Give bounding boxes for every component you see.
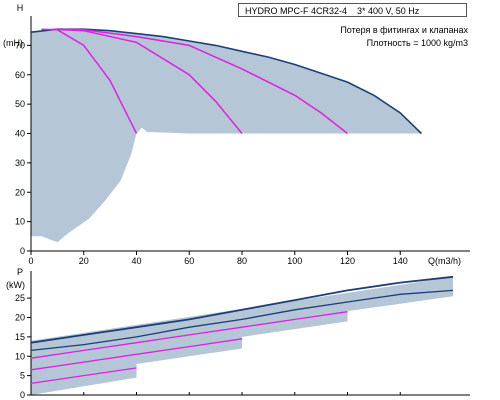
- pump-power-mid-1: [30, 289, 454, 352]
- x-tick-label: 40: [131, 256, 141, 266]
- max-speed-pump-curve: [30, 28, 422, 135]
- x-tick-label: 120: [340, 256, 355, 266]
- x-tick-label: 0: [28, 256, 33, 266]
- fittings-loss-note: Потеря в фитингах и клапанах: [340, 25, 468, 35]
- y-tick-label: 10: [15, 351, 25, 361]
- system-power-2: [30, 311, 348, 359]
- y-tick-label: 0: [20, 390, 25, 400]
- y-tick-label: 0: [20, 246, 25, 256]
- y-tick-label: 20: [15, 313, 25, 323]
- head-chart: 0 10 20 30 40 50 60 70 0 20 40 60 80 100 120 140 H (mH) Q(…: [3, 3, 470, 266]
- supply-spec: 3* 400 V, 50 Hz: [357, 6, 420, 16]
- system-curve-2: [52, 28, 243, 134]
- operating-envelope: [31, 29, 422, 243]
- pump-info-box: HYDRO MPC-F 4CR32-4 3* 400 V, 50 Hz: [238, 3, 467, 17]
- y-axis-unit: (kW): [6, 280, 25, 290]
- y-tick-label: 40: [15, 129, 25, 139]
- y-tick-label: 10: [15, 217, 25, 227]
- x-tick-label: 80: [237, 256, 247, 266]
- system-power-4: [30, 367, 137, 385]
- pump-model: HYDRO MPC-F 4CR32-4: [245, 6, 348, 16]
- y-tick-label: 20: [15, 187, 25, 197]
- y-tick-label: 30: [15, 158, 25, 168]
- y-axis-label: H: [17, 3, 24, 13]
- x-tick-label: 140: [393, 256, 408, 266]
- y-axis-label: P: [17, 267, 23, 277]
- y-axis-unit: (mH): [3, 38, 23, 48]
- density-note: Плотность = 1000 kg/m3: [366, 38, 468, 48]
- y-tick-label: 15: [15, 332, 25, 342]
- x-tick-label: 20: [79, 256, 89, 266]
- system-power-3: [30, 338, 243, 371]
- x-tick-label: 100: [287, 256, 302, 266]
- power-chart: 0 5 10 15 20 25 P (kW): [6, 267, 470, 400]
- system-curve-3: [62, 28, 348, 135]
- pump-power-top-0: [30, 275, 454, 344]
- y-tick-label: 5: [20, 371, 25, 381]
- y-tick-label: 60: [15, 70, 25, 80]
- y-tick-label: 70: [15, 40, 25, 50]
- x-tick-label: 60: [184, 256, 194, 266]
- y-tick-label: 50: [15, 99, 25, 109]
- y-tick-label: 25: [15, 293, 25, 303]
- x-axis-label: Q(m3/h): [428, 256, 461, 266]
